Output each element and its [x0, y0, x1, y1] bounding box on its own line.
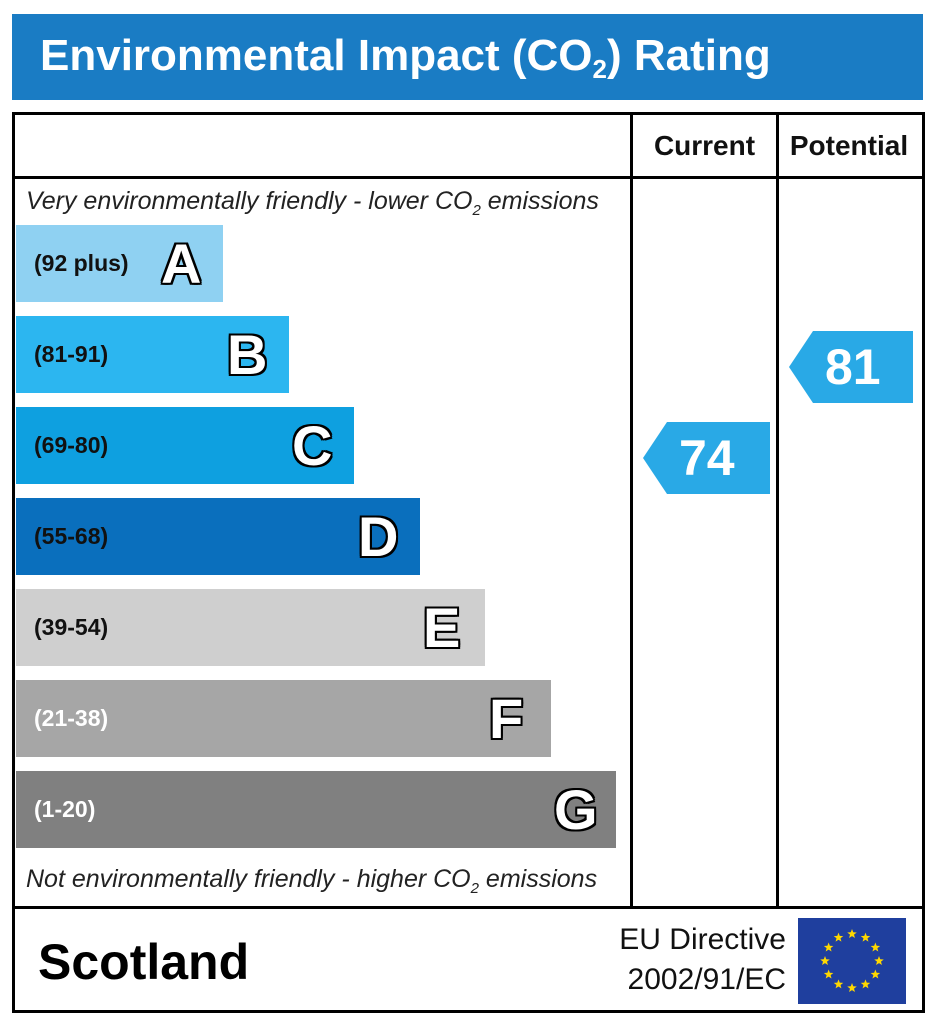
potential-arrow-shape: [789, 331, 913, 403]
band-d: (55-68) D: [16, 498, 420, 575]
band-letter: G: [554, 778, 598, 841]
footer-divider: [12, 906, 925, 909]
band-range-label: (39-54): [34, 614, 109, 640]
band-letter: F: [489, 687, 524, 750]
title-bar: Environmental Impact (CO2) Rating: [12, 14, 923, 100]
band-range-label: (55-68): [34, 523, 109, 549]
eu-star: [820, 956, 830, 966]
eu-star: [823, 969, 834, 979]
band-letter: D: [358, 505, 399, 568]
directive-line-2: 2002/91/EC: [627, 963, 786, 996]
eu-star: [823, 942, 834, 952]
chart-title: Environmental Impact (CO2) Rating: [40, 31, 771, 84]
eu-star: [860, 932, 871, 942]
potential-rating-arrow: 81: [789, 331, 913, 403]
band-range-label: (81-91): [34, 341, 109, 367]
rating-frame: [12, 112, 925, 1013]
band-range-label: (92 plus): [34, 250, 129, 276]
eu-flag-icon: [798, 918, 906, 1004]
band-range-label: (1-20): [34, 796, 96, 822]
current-rating-arrow: 74: [643, 422, 770, 494]
band-letter: C: [292, 414, 333, 477]
eu-star: [847, 983, 857, 993]
eu-star: [833, 932, 844, 942]
region-label: Scotland: [38, 934, 250, 990]
band-g: (1-20) G: [16, 771, 616, 848]
top-note: Very environmentally friendly - lower CO…: [26, 187, 599, 219]
current-column-header: Current: [653, 130, 756, 161]
band-f: (21-38) F: [16, 680, 551, 757]
eu-star: [874, 956, 884, 966]
directive-line-1: EU Directive: [619, 923, 786, 956]
band-letter: B: [227, 323, 268, 386]
current-arrow-shape: [643, 422, 770, 494]
band-c: (69-80) C: [16, 407, 354, 484]
current-rating-value: 74: [679, 430, 735, 486]
bottom-note: Not environmentally friendly - higher CO…: [26, 865, 598, 897]
eu-star: [870, 942, 881, 952]
potential-column-header: Potential: [789, 130, 909, 161]
column-divider-right: [776, 112, 779, 909]
column-divider-left: [630, 112, 633, 909]
band-letter: E: [423, 596, 461, 659]
band-e: (39-54) E: [16, 589, 485, 666]
band-range-label: (21-38): [34, 705, 109, 731]
band-range-label: (69-80): [34, 432, 109, 458]
eu-star: [870, 969, 881, 979]
header-divider: [12, 176, 925, 179]
band-a: (92 plus) A: [16, 225, 223, 302]
eu-star: [847, 929, 857, 939]
eu-star: [860, 979, 871, 989]
eu-star: [833, 979, 844, 989]
band-b: (81-91) B: [16, 316, 289, 393]
band-letter: A: [161, 232, 202, 295]
potential-rating-value: 81: [825, 339, 881, 395]
